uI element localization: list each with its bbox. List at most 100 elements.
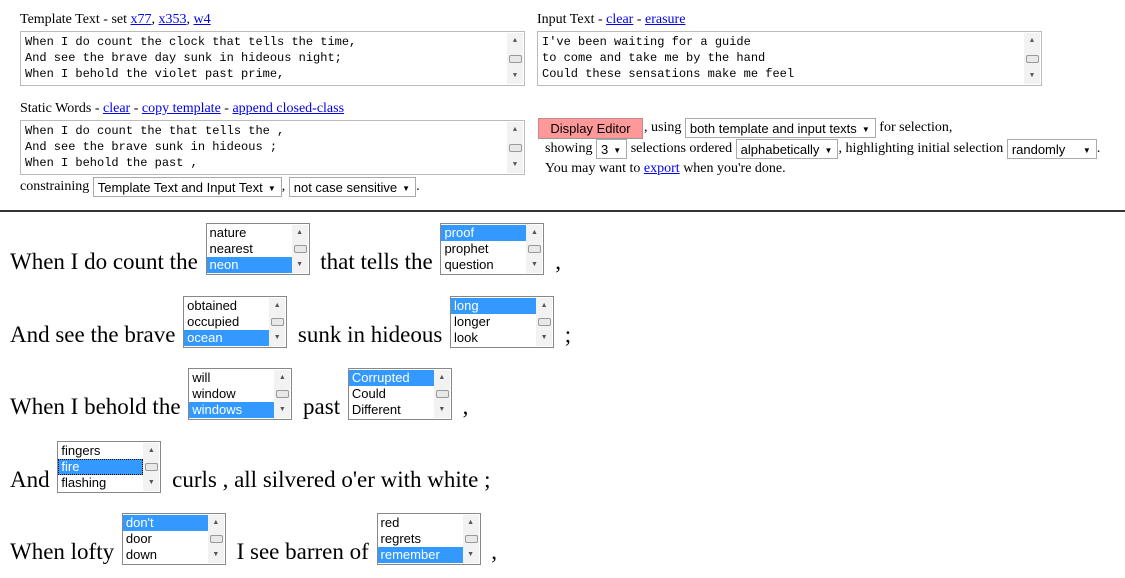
- scroll-down-icon[interactable]: ▼: [296, 261, 303, 268]
- copy-template-link[interactable]: copy template: [141, 101, 221, 116]
- scroll-up-icon[interactable]: ▲: [512, 37, 518, 45]
- listbox-option[interactable]: down: [125, 547, 157, 562]
- highlight-select[interactable]: randomly: [1006, 139, 1097, 159]
- scroll-down-icon[interactable]: ▼: [273, 334, 281, 341]
- scroll-up-icon[interactable]: ▲: [1029, 37, 1035, 45]
- scroll-up-icon[interactable]: ▲: [512, 126, 518, 134]
- scroll-up-icon[interactable]: ▲: [273, 302, 281, 309]
- word-listbox[interactable]: fingers fire flashing ▲ ▼: [57, 441, 162, 493]
- scroll-down-icon[interactable]: ▼: [512, 161, 518, 169]
- listbox-option[interactable]: window: [192, 386, 236, 401]
- scroll-up-icon[interactable]: ▲: [467, 519, 474, 526]
- selection-source-select[interactable]: both template and input texts: [684, 118, 876, 138]
- scroll-down-icon[interactable]: ▼: [147, 479, 155, 486]
- listbox-option[interactable]: long: [451, 298, 537, 314]
- append-closed-class-link[interactable]: append closed-class: [232, 101, 345, 116]
- set-w4-link[interactable]: w4: [193, 12, 211, 27]
- scrollbar[interactable]: ▲ ▼: [462, 515, 479, 563]
- listbox-option[interactable]: Could: [351, 386, 386, 401]
- listbox-option[interactable]: flashing: [61, 475, 107, 490]
- scroll-thumb[interactable]: [209, 535, 223, 543]
- scrollbar[interactable]: ▲ ▼: [1024, 33, 1040, 84]
- scroll-up-icon[interactable]: ▲: [278, 374, 286, 381]
- scroll-up-icon[interactable]: ▲: [296, 229, 303, 236]
- order-select[interactable]: alphabetically: [735, 139, 839, 159]
- set-x353-link[interactable]: x353: [158, 12, 187, 27]
- showing-count-select[interactable]: 3: [595, 139, 628, 159]
- scrollbar[interactable]: ▲ ▼: [291, 225, 308, 273]
- listbox-option[interactable]: nature: [209, 225, 247, 240]
- case-sensitivity-select[interactable]: not case sensitive: [288, 177, 417, 197]
- scrollbar[interactable]: ▲ ▼: [433, 370, 450, 418]
- static-clear-link[interactable]: clear: [103, 101, 131, 116]
- word-listbox[interactable]: red regrets remember ▲ ▼: [376, 513, 481, 565]
- listbox-option[interactable]: Different: [351, 402, 401, 417]
- scroll-down-icon[interactable]: ▼: [438, 406, 446, 413]
- listbox-option[interactable]: Corrupted: [348, 370, 434, 386]
- scroll-down-icon[interactable]: ▼: [212, 551, 220, 558]
- listbox-option[interactable]: regrets: [380, 531, 421, 546]
- scroll-thumb[interactable]: [293, 245, 307, 253]
- listbox-option[interactable]: ocean: [184, 330, 270, 346]
- listbox-option[interactable]: neon: [206, 257, 292, 273]
- listbox-option[interactable]: remember: [377, 547, 463, 563]
- listbox-option[interactable]: red: [380, 515, 400, 530]
- scrollbar[interactable]: ▲ ▼: [274, 370, 291, 418]
- export-link[interactable]: export: [643, 161, 680, 176]
- listbox-option[interactable]: question: [444, 257, 494, 272]
- word-listbox[interactable]: Corrupted Could Different ▲ ▼: [347, 368, 452, 420]
- scroll-thumb[interactable]: [271, 318, 285, 326]
- scroll-down-icon[interactable]: ▼: [512, 72, 518, 80]
- listbox-option[interactable]: prophet: [444, 241, 489, 256]
- scroll-up-icon[interactable]: ▲: [540, 302, 548, 309]
- listbox-option[interactable]: don't: [122, 515, 208, 531]
- scroll-thumb[interactable]: [528, 245, 542, 253]
- listbox-option[interactable]: windows: [189, 402, 275, 418]
- scroll-thumb[interactable]: [538, 318, 552, 326]
- listbox-option[interactable]: obtained: [187, 298, 238, 313]
- scroll-up-icon[interactable]: ▲: [530, 229, 538, 236]
- scrollbar[interactable]: ▲ ▼: [143, 443, 160, 491]
- word-listbox[interactable]: obtained occupied ocean ▲ ▼: [183, 296, 288, 348]
- input-text-area[interactable]: I've been waiting for a guide to come an…: [537, 31, 1042, 86]
- scrollbar[interactable]: ▲ ▼: [269, 298, 286, 346]
- word-listbox[interactable]: don't door down ▲ ▼: [121, 513, 226, 565]
- static-words-area[interactable]: When I do count the that tells the , And…: [20, 120, 525, 175]
- word-listbox[interactable]: will window windows ▲ ▼: [188, 368, 293, 420]
- listbox-option[interactable]: fire: [58, 459, 144, 475]
- listbox-option[interactable]: look: [454, 330, 478, 345]
- listbox-option[interactable]: proof: [441, 225, 527, 241]
- listbox-option[interactable]: fingers: [61, 443, 101, 458]
- template-text-area[interactable]: When I do count the clock that tells the…: [20, 31, 525, 86]
- scroll-up-icon[interactable]: ▲: [212, 519, 220, 526]
- scrollbar[interactable]: ▲ ▼: [507, 122, 523, 173]
- erasure-link[interactable]: erasure: [645, 12, 686, 27]
- scrollbar[interactable]: ▲ ▼: [207, 515, 224, 563]
- scroll-thumb[interactable]: [145, 463, 159, 471]
- display-editor-button[interactable]: Display Editor: [538, 118, 643, 139]
- constraint-source-select[interactable]: Template Text and Input Text: [92, 177, 282, 197]
- listbox-option[interactable]: occupied: [187, 314, 240, 329]
- scroll-thumb[interactable]: [464, 535, 478, 543]
- scroll-down-icon[interactable]: ▼: [278, 406, 286, 413]
- scroll-thumb[interactable]: [435, 390, 449, 398]
- scroll-down-icon[interactable]: ▼: [467, 551, 474, 558]
- input-clear-link[interactable]: clear: [606, 12, 634, 27]
- scroll-up-icon[interactable]: ▲: [147, 447, 155, 454]
- scroll-down-icon[interactable]: ▼: [540, 334, 548, 341]
- scrollbar[interactable]: ▲ ▼: [507, 33, 523, 84]
- scroll-up-icon[interactable]: ▲: [438, 374, 446, 381]
- scroll-down-icon[interactable]: ▼: [1029, 72, 1035, 80]
- word-listbox[interactable]: nature nearest neon ▲ ▼: [205, 223, 310, 275]
- listbox-option[interactable]: longer: [454, 314, 491, 329]
- scrollbar[interactable]: ▲ ▼: [526, 225, 543, 273]
- listbox-option[interactable]: will: [192, 370, 211, 385]
- scroll-down-icon[interactable]: ▼: [530, 261, 538, 268]
- word-listbox[interactable]: proof prophet question ▲ ▼: [440, 223, 545, 275]
- scrollbar[interactable]: ▲ ▼: [536, 298, 553, 346]
- set-x77-link[interactable]: x77: [130, 12, 152, 27]
- listbox-option[interactable]: door: [125, 531, 152, 546]
- word-listbox[interactable]: long longer look ▲ ▼: [450, 296, 555, 348]
- listbox-option[interactable]: nearest: [209, 241, 253, 256]
- scroll-thumb[interactable]: [276, 390, 290, 398]
